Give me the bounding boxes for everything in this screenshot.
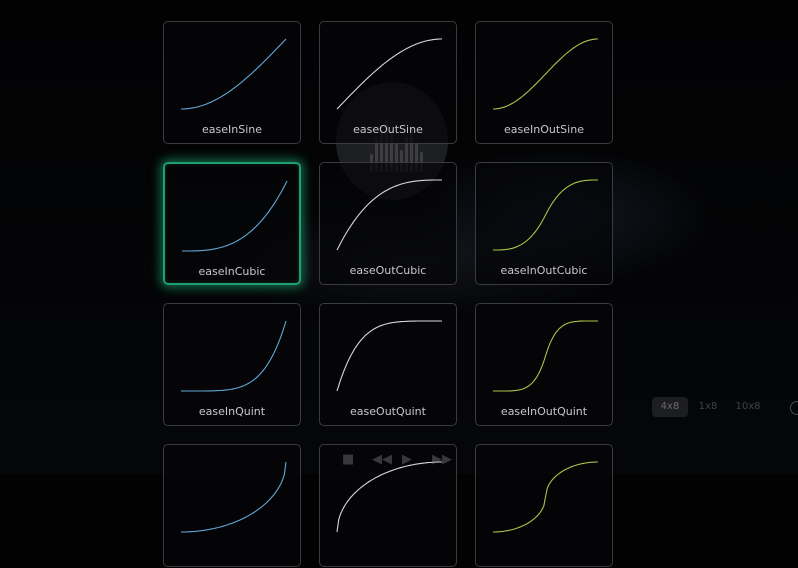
equalizer-bar: [410, 128, 413, 172]
easing-curve-line: [336, 461, 442, 533]
easing-curve-graph: [181, 38, 287, 110]
easing-curve-line: [182, 180, 288, 252]
easing-card-label: easeInOutQuint: [500, 405, 588, 418]
easing-card-easeInOutCubic[interactable]: easeInOutCubic: [475, 162, 613, 285]
easing-card-easeInCirc[interactable]: [163, 444, 301, 567]
easing-curve-graph: [336, 38, 442, 110]
easing-curve-graph: [493, 38, 598, 110]
easing-curve-graph: [182, 180, 288, 252]
easing-card-easeInCubic[interactable]: easeInCubic: [163, 162, 301, 285]
easing-card-easeInQuint[interactable]: easeInQuint: [163, 303, 301, 426]
easing-curve-graph: [181, 320, 287, 392]
easing-curve-line: [493, 38, 598, 110]
easing-curve-line: [493, 179, 598, 251]
easing-curve-line: [493, 320, 598, 392]
easing-curve-graph: [336, 179, 442, 251]
easing-card-easeInSine[interactable]: easeInSine: [163, 21, 301, 144]
equalizer-bar: [400, 150, 403, 172]
easing-card-easeInOutCirc[interactable]: [475, 444, 613, 567]
easing-curve-graph: [493, 461, 598, 533]
stop-icon[interactable]: ■: [342, 452, 355, 467]
equalizer-bar: [390, 132, 393, 172]
easing-card-easeOutCubic[interactable]: easeOutCubic: [319, 162, 457, 285]
equalizer-bar: [375, 138, 378, 172]
easing-card-easeInOutQuint[interactable]: easeInOutQuint: [475, 303, 613, 426]
equalizer-bar: [380, 126, 383, 172]
equalizer-bar: [385, 120, 388, 172]
speed-option[interactable]: 1x8: [698, 401, 718, 412]
easing-card-label: easeInOutSine: [504, 123, 584, 136]
easing-curve-graph: [336, 320, 442, 392]
equalizer-bar: [405, 136, 408, 172]
easing-curve-line: [181, 38, 287, 110]
easing-curve-graph: [493, 179, 598, 251]
easing-curve-line: [181, 320, 287, 392]
easing-card-easeOutSine[interactable]: easeOutSine: [319, 21, 457, 144]
globe-icon[interactable]: [790, 401, 798, 415]
play-icon[interactable]: ▶: [402, 452, 412, 467]
easing-curve-line: [336, 320, 442, 392]
forward-icon[interactable]: ▶▶: [432, 452, 452, 467]
easing-curve-graph: [181, 461, 287, 533]
easing-card-label: easeOutQuint: [350, 405, 426, 418]
easing-card-easeInOutSine[interactable]: easeInOutSine: [475, 21, 613, 144]
easing-card-label: easeInSine: [201, 123, 262, 136]
easing-card-label: easeInQuint: [198, 405, 266, 418]
easing-card-easeOutQuint[interactable]: easeOutQuint: [319, 303, 457, 426]
easing-curve-line: [493, 461, 598, 533]
easing-curve-graph: [493, 320, 598, 392]
speed-option[interactable]: 10x8: [735, 401, 761, 412]
easing-card-label: easeOutCubic: [349, 264, 427, 277]
easing-card-label: easeInCubic: [198, 265, 266, 278]
easing-card-label: easeOutSine: [353, 123, 423, 136]
equalizer-bar: [415, 142, 418, 172]
speed-option[interactable]: 4x8: [652, 397, 688, 417]
easing-card-label: easeInOutCubic: [500, 264, 588, 277]
rewind-icon[interactable]: ◀◀: [372, 452, 392, 467]
easing-curve-line: [336, 38, 442, 110]
easing-curve-line: [181, 461, 287, 533]
easing-curve-line: [336, 179, 442, 251]
equalizer-bar: [395, 144, 398, 172]
